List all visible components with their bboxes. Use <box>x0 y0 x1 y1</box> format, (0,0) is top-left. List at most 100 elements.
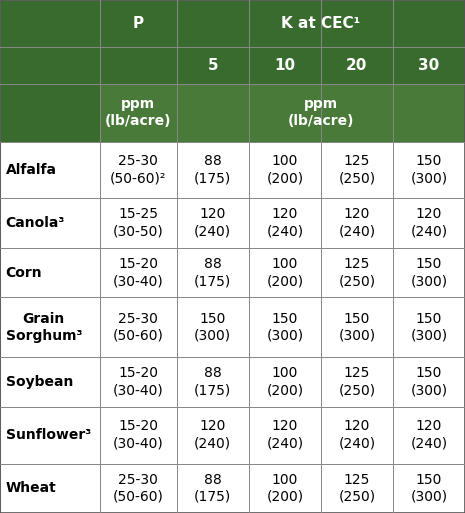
Bar <box>249 357 321 407</box>
Text: 150
(300): 150 (300) <box>411 154 447 186</box>
Text: 88
(175): 88 (175) <box>194 257 232 288</box>
Bar <box>177 407 249 464</box>
Bar <box>321 248 393 298</box>
Bar <box>100 298 177 357</box>
Text: 100
(200): 100 (200) <box>266 257 303 288</box>
Text: 25-30
(50-60)²: 25-30 (50-60)² <box>110 154 166 186</box>
Bar <box>393 298 465 357</box>
Text: 25-30
(50-60): 25-30 (50-60) <box>113 472 164 504</box>
Text: Grain
Sorghum³: Grain Sorghum³ <box>6 311 82 343</box>
Bar <box>249 142 321 199</box>
Text: 120
(240): 120 (240) <box>194 207 231 239</box>
Text: 15-20
(30-40): 15-20 (30-40) <box>113 366 164 398</box>
Text: 120
(240): 120 (240) <box>339 420 375 451</box>
Bar <box>100 248 177 298</box>
Text: P: P <box>133 16 144 31</box>
Bar <box>0 0 100 47</box>
Bar <box>177 464 249 513</box>
Text: 120
(240): 120 (240) <box>339 207 375 239</box>
Bar <box>393 47 465 84</box>
Bar <box>0 84 100 142</box>
Text: 88
(175): 88 (175) <box>194 154 232 186</box>
Bar <box>393 199 465 248</box>
Text: 120
(240): 120 (240) <box>266 207 303 239</box>
Bar <box>249 407 321 464</box>
Bar <box>100 199 177 248</box>
Bar <box>100 357 177 407</box>
Bar <box>177 84 465 142</box>
Text: Soybean: Soybean <box>6 375 73 389</box>
Text: 150
(300): 150 (300) <box>411 257 447 288</box>
Text: Alfalfa: Alfalfa <box>6 163 57 177</box>
Text: 150
(300): 150 (300) <box>194 311 231 343</box>
Text: 125
(250): 125 (250) <box>339 366 375 398</box>
Bar <box>0 142 100 199</box>
Bar <box>100 464 177 513</box>
Text: 88
(175): 88 (175) <box>194 366 232 398</box>
Text: 5: 5 <box>207 58 218 73</box>
Bar <box>177 298 249 357</box>
Bar <box>249 199 321 248</box>
Bar <box>321 407 393 464</box>
Text: 120
(240): 120 (240) <box>411 420 447 451</box>
Bar <box>249 298 321 357</box>
Text: 150
(300): 150 (300) <box>266 311 303 343</box>
Text: Sunflower³: Sunflower³ <box>6 428 91 442</box>
Text: 25-30
(50-60): 25-30 (50-60) <box>113 311 164 343</box>
Bar <box>100 142 177 199</box>
Bar <box>321 464 393 513</box>
Bar <box>100 47 177 84</box>
Bar <box>177 47 249 84</box>
Text: 100
(200): 100 (200) <box>266 472 303 504</box>
Text: 150
(300): 150 (300) <box>411 366 447 398</box>
Text: 15-25
(30-50): 15-25 (30-50) <box>113 207 164 239</box>
Bar <box>100 84 177 142</box>
Text: 150
(300): 150 (300) <box>411 311 447 343</box>
Text: 125
(250): 125 (250) <box>339 257 375 288</box>
Text: 15-20
(30-40): 15-20 (30-40) <box>113 420 164 451</box>
Bar <box>177 248 249 298</box>
Text: 125
(250): 125 (250) <box>339 472 375 504</box>
Text: 88
(175): 88 (175) <box>194 472 232 504</box>
Bar <box>177 357 249 407</box>
Bar <box>0 47 100 84</box>
Text: ppm
(lb/acre): ppm (lb/acre) <box>287 97 354 128</box>
Text: 150
(300): 150 (300) <box>411 472 447 504</box>
Bar <box>100 407 177 464</box>
Bar <box>0 248 100 298</box>
Bar <box>0 464 100 513</box>
Text: 120
(240): 120 (240) <box>411 207 447 239</box>
Bar <box>249 464 321 513</box>
Text: 20: 20 <box>346 58 367 73</box>
Bar <box>321 298 393 357</box>
Bar <box>177 142 249 199</box>
Text: 125
(250): 125 (250) <box>339 154 375 186</box>
Bar <box>321 199 393 248</box>
Bar <box>393 248 465 298</box>
Bar <box>0 407 100 464</box>
Bar <box>393 357 465 407</box>
Bar <box>100 0 177 47</box>
Bar <box>393 142 465 199</box>
Bar <box>249 248 321 298</box>
Bar <box>249 47 321 84</box>
Bar <box>393 464 465 513</box>
Bar <box>177 0 465 47</box>
Text: Canola³: Canola³ <box>6 216 65 230</box>
Bar <box>321 47 393 84</box>
Text: 15-20
(30-40): 15-20 (30-40) <box>113 257 164 288</box>
Text: 100
(200): 100 (200) <box>266 154 303 186</box>
Bar <box>0 199 100 248</box>
Text: ppm
(lb/acre): ppm (lb/acre) <box>105 97 172 128</box>
Text: 120
(240): 120 (240) <box>266 420 303 451</box>
Text: K at CEC¹: K at CEC¹ <box>281 16 360 31</box>
Bar <box>393 407 465 464</box>
Bar <box>0 357 100 407</box>
Bar <box>0 298 100 357</box>
Text: 10: 10 <box>274 58 295 73</box>
Text: 30: 30 <box>418 58 439 73</box>
Bar <box>321 357 393 407</box>
Text: Wheat: Wheat <box>6 481 56 495</box>
Bar <box>321 142 393 199</box>
Text: 150
(300): 150 (300) <box>339 311 375 343</box>
